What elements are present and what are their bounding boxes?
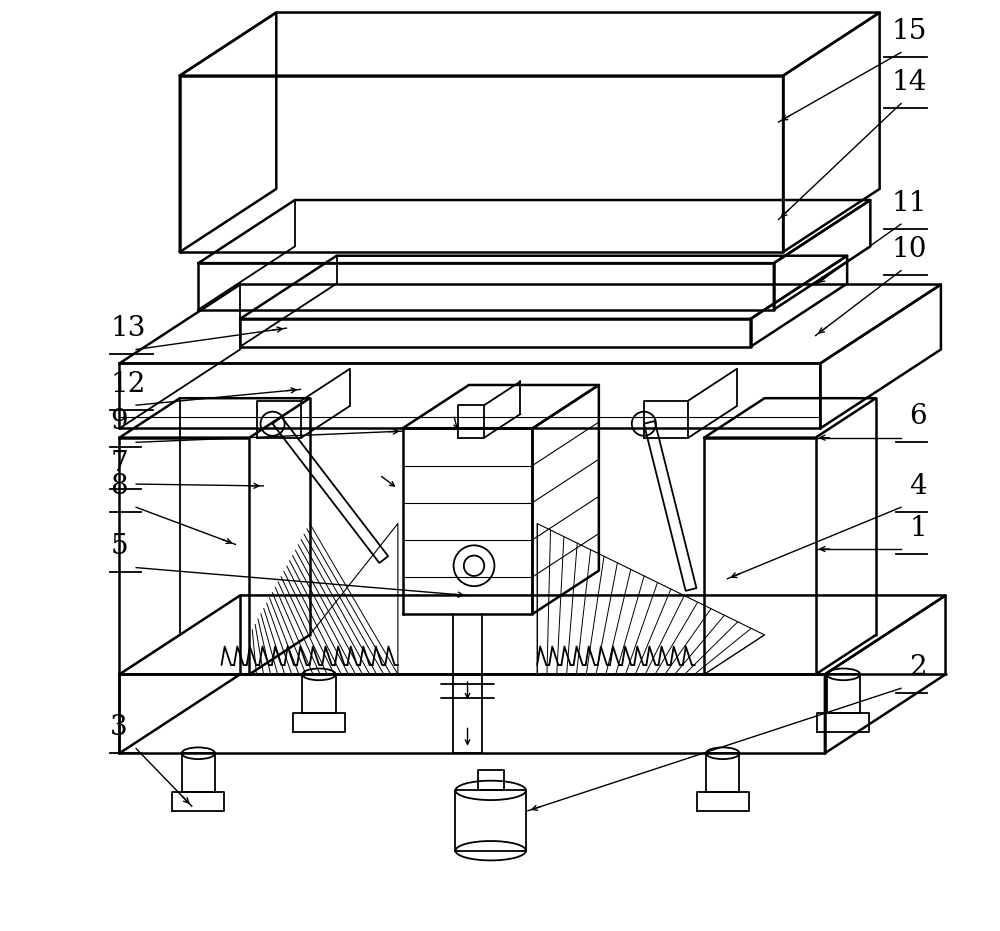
- Text: 14: 14: [892, 69, 927, 96]
- Text: 10: 10: [891, 236, 927, 263]
- Text: 5: 5: [110, 533, 128, 560]
- Text: 4: 4: [909, 473, 927, 500]
- Text: 12: 12: [110, 371, 146, 398]
- Text: 13: 13: [110, 315, 146, 342]
- Text: 8: 8: [110, 473, 128, 500]
- Text: 11: 11: [891, 190, 927, 217]
- Text: 3: 3: [110, 714, 128, 741]
- Text: 6: 6: [909, 403, 927, 430]
- Text: 9: 9: [110, 408, 128, 435]
- Text: 1: 1: [909, 515, 927, 542]
- Text: 7: 7: [110, 450, 128, 477]
- Text: 2: 2: [909, 654, 927, 681]
- Text: 15: 15: [892, 18, 927, 45]
